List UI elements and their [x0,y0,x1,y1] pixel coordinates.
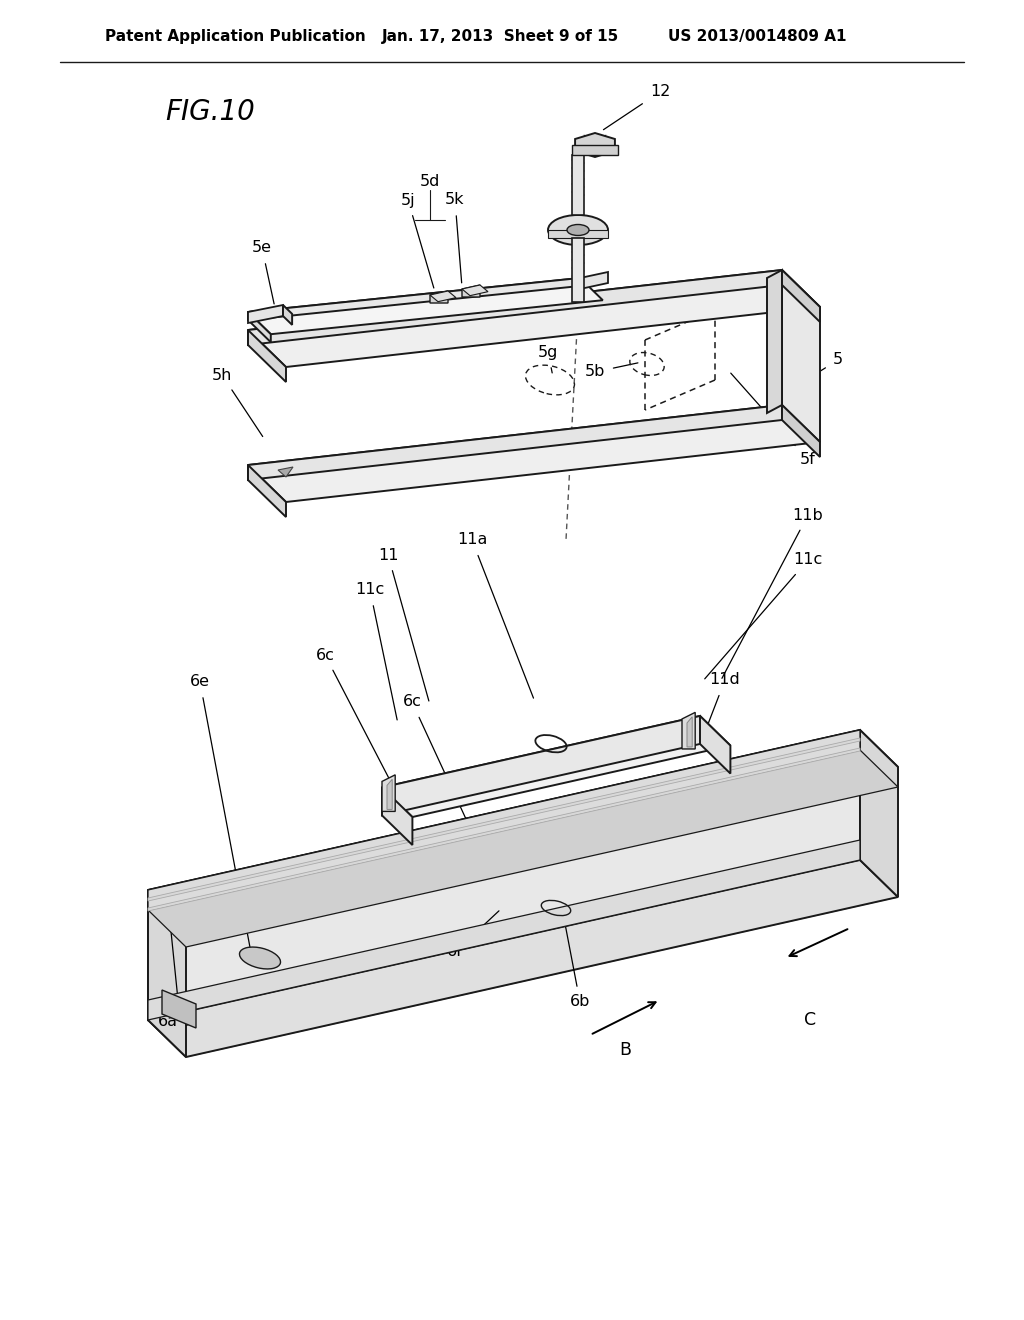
Text: 5h: 5h [212,367,263,437]
Text: 5d: 5d [420,174,440,190]
Polygon shape [148,730,860,1020]
Text: 11a: 11a [457,532,534,698]
Text: C: C [804,1011,816,1030]
Polygon shape [382,788,413,845]
Polygon shape [782,271,820,322]
Text: 11c: 11c [705,553,822,678]
Polygon shape [248,312,270,342]
Text: 5e: 5e [252,240,274,304]
Text: 6b: 6b [563,912,590,1010]
Polygon shape [186,767,898,1057]
Polygon shape [548,230,608,238]
Text: 6e: 6e [190,675,251,954]
Text: 5f: 5f [731,374,816,467]
Ellipse shape [240,946,281,969]
Polygon shape [580,272,608,289]
Polygon shape [382,775,395,812]
Text: 11d: 11d [699,672,740,746]
Polygon shape [767,271,782,413]
Ellipse shape [567,224,589,235]
Text: 5g: 5g [538,345,558,374]
Polygon shape [572,238,584,302]
Polygon shape [248,271,820,367]
Text: 6a: 6a [158,1015,188,1030]
Polygon shape [860,730,898,898]
Text: 11: 11 [378,548,429,701]
Text: 11c: 11c [355,582,397,719]
Text: 5a: 5a [305,322,376,348]
Polygon shape [682,713,695,748]
Polygon shape [248,330,286,381]
Polygon shape [387,779,392,809]
Text: FIG.10: FIG.10 [165,98,255,125]
Polygon shape [148,748,860,911]
Polygon shape [148,730,860,909]
Polygon shape [700,715,730,774]
Text: 5b: 5b [585,363,638,380]
Text: 11b: 11b [722,507,823,678]
Text: 6c: 6c [315,648,393,787]
Polygon shape [430,290,449,304]
Text: 6c: 6c [402,694,476,841]
Polygon shape [162,990,196,1028]
Polygon shape [572,154,584,215]
Polygon shape [148,861,898,1057]
Text: 5k: 5k [445,193,465,282]
Text: Jan. 17, 2013  Sheet 9 of 15: Jan. 17, 2013 Sheet 9 of 15 [382,29,620,45]
Polygon shape [278,467,293,477]
Text: B: B [618,1041,631,1059]
Polygon shape [430,290,456,302]
Polygon shape [148,840,860,1020]
Polygon shape [248,405,782,480]
Text: 5j: 5j [400,193,434,288]
Text: 12: 12 [603,84,670,129]
Text: 6f: 6f [447,911,499,960]
Polygon shape [148,750,898,946]
Polygon shape [283,305,292,325]
Polygon shape [148,730,898,927]
Polygon shape [248,305,283,323]
Polygon shape [248,271,782,345]
Polygon shape [248,279,580,319]
Polygon shape [575,133,615,157]
Polygon shape [782,271,820,442]
Text: US 2013/0014809 A1: US 2013/0014809 A1 [668,29,847,45]
Polygon shape [148,738,860,902]
Text: Patent Application Publication: Patent Application Publication [105,29,366,45]
Polygon shape [462,285,480,297]
Ellipse shape [548,215,608,246]
Polygon shape [248,465,286,517]
Polygon shape [687,717,692,747]
Polygon shape [572,145,618,154]
Polygon shape [462,285,488,296]
Polygon shape [148,890,186,1057]
Polygon shape [248,405,820,502]
Polygon shape [782,405,820,457]
Polygon shape [248,279,603,334]
Text: 5: 5 [802,352,843,383]
Polygon shape [382,715,730,817]
Polygon shape [382,715,700,816]
Text: 6d: 6d [158,895,178,995]
